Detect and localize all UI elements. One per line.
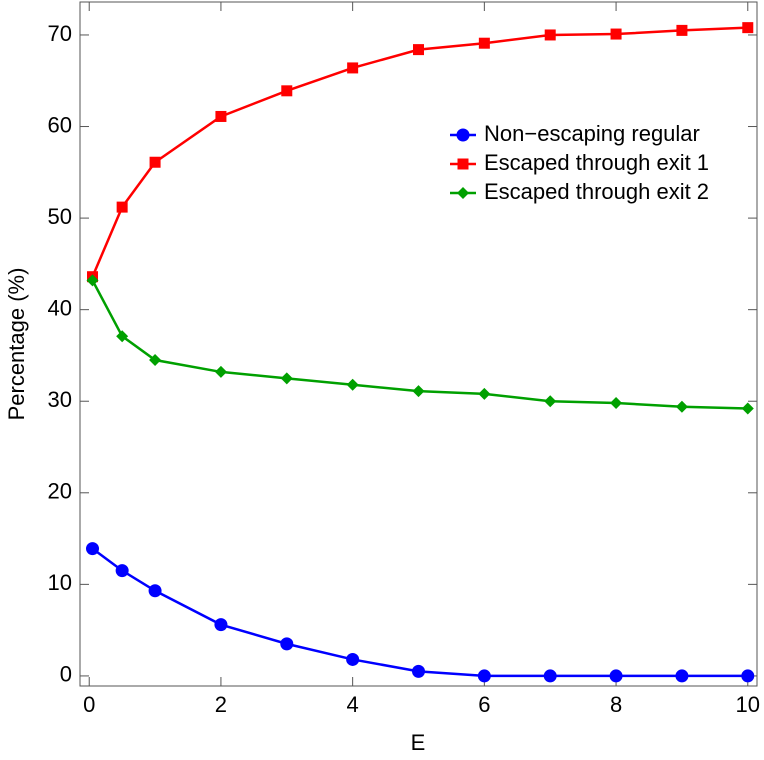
x-tick-label: 6 bbox=[478, 692, 490, 717]
y-tick-label: 30 bbox=[48, 387, 72, 412]
marker bbox=[149, 156, 161, 168]
marker bbox=[347, 62, 359, 74]
y-tick-label: 50 bbox=[48, 204, 72, 229]
marker bbox=[477, 669, 491, 683]
marker bbox=[214, 618, 228, 632]
legend-label: Non−escaping regular bbox=[484, 121, 700, 146]
marker bbox=[86, 542, 100, 556]
marker bbox=[543, 669, 557, 683]
marker bbox=[281, 85, 293, 97]
marker bbox=[741, 402, 754, 415]
marker bbox=[116, 201, 128, 213]
marker bbox=[609, 669, 623, 683]
y-tick-label: 0 bbox=[60, 662, 72, 687]
marker bbox=[675, 669, 689, 683]
x-tick-label: 10 bbox=[736, 692, 760, 717]
legend-label: Escaped through exit 1 bbox=[484, 150, 709, 175]
y-axis-label: Percentage (%) bbox=[4, 268, 29, 421]
x-tick-label: 4 bbox=[347, 692, 359, 717]
marker bbox=[280, 372, 293, 385]
marker bbox=[412, 664, 425, 678]
legend-marker bbox=[456, 128, 470, 142]
marker bbox=[544, 29, 556, 41]
marker bbox=[610, 28, 622, 40]
y-tick-label: 20 bbox=[48, 479, 72, 504]
marker bbox=[412, 385, 425, 398]
legend-label: Escaped through exit 2 bbox=[484, 179, 709, 204]
x-tick-label: 2 bbox=[215, 692, 227, 717]
series-line bbox=[91, 26, 748, 278]
marker bbox=[148, 584, 162, 598]
legend-marker bbox=[457, 187, 469, 199]
marker bbox=[478, 387, 491, 400]
marker bbox=[215, 110, 227, 122]
marker bbox=[544, 395, 557, 408]
marker bbox=[478, 37, 490, 49]
marker bbox=[741, 669, 755, 683]
marker bbox=[214, 365, 227, 378]
series-line bbox=[91, 547, 748, 678]
legend-marker bbox=[457, 158, 469, 170]
x-axis-label: E bbox=[411, 730, 426, 755]
marker bbox=[116, 330, 129, 343]
plot-frame bbox=[79, 1, 758, 687]
marker bbox=[86, 274, 99, 287]
marker bbox=[742, 22, 754, 34]
series-line bbox=[91, 279, 748, 410]
marker bbox=[413, 44, 424, 56]
y-tick-label: 40 bbox=[48, 295, 72, 320]
marker bbox=[346, 652, 360, 666]
marker bbox=[149, 354, 162, 367]
marker bbox=[675, 400, 688, 413]
marker bbox=[676, 24, 688, 36]
marker bbox=[346, 378, 359, 391]
y-tick-label: 60 bbox=[48, 112, 72, 137]
marker bbox=[280, 637, 294, 651]
y-tick-label: 10 bbox=[48, 570, 72, 595]
marker bbox=[610, 397, 623, 410]
x-tick-label: 8 bbox=[610, 692, 622, 717]
marker bbox=[115, 564, 129, 578]
x-tick-label: 0 bbox=[83, 692, 95, 717]
y-tick-label: 70 bbox=[48, 21, 72, 46]
